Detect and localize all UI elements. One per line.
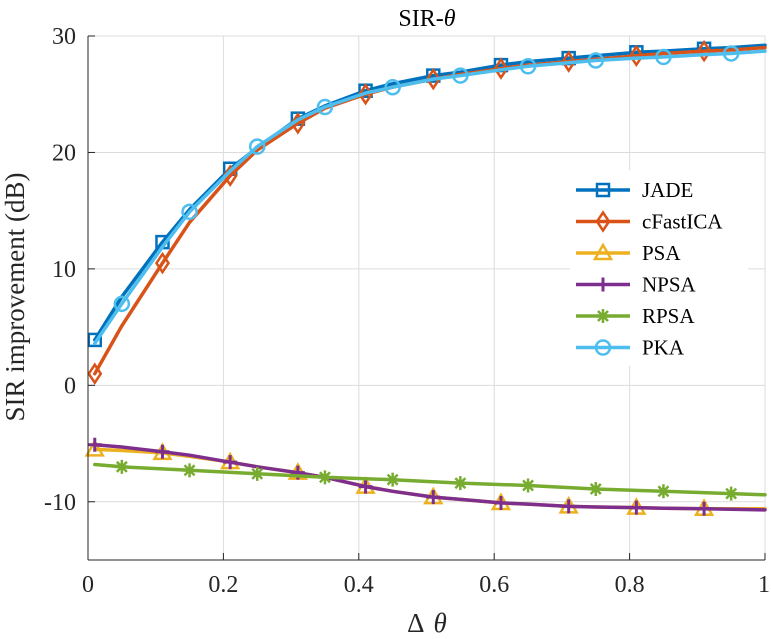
legend-label-pka: PKA xyxy=(642,336,685,360)
y-tick-label: 30 xyxy=(52,24,76,50)
y-tick-label: 0 xyxy=(64,373,76,399)
x-tick-label: 0 xyxy=(82,572,94,598)
legend-marker-cfastica xyxy=(595,210,611,233)
data-point-npsa xyxy=(426,490,441,505)
y-tick-label: -10 xyxy=(44,490,76,516)
legend-label-rpsa: RPSA xyxy=(642,304,695,328)
data-point-rpsa xyxy=(385,472,400,487)
legend-label-jade: JADE xyxy=(642,178,693,202)
data-point-cfastica xyxy=(493,57,509,80)
x-tick-label: 0.6 xyxy=(479,572,509,598)
legend-item-cfastica: cFastICA xyxy=(576,210,723,234)
data-point-cfastica xyxy=(696,39,712,63)
data-point-npsa xyxy=(87,437,102,452)
series-rpsa xyxy=(93,459,767,501)
data-point-npsa xyxy=(629,500,644,515)
legend-marker-pka xyxy=(594,339,612,356)
y-axis-label: SIR improvement (dB) xyxy=(0,173,30,422)
data-point-cfastica xyxy=(290,112,306,135)
legend-label-cfastica: cFastICA xyxy=(642,210,723,234)
data-point-jade xyxy=(87,332,103,348)
y-tick-label: 10 xyxy=(52,257,76,283)
data-point-rpsa xyxy=(521,478,536,493)
legend-item-psa: PSA xyxy=(576,241,681,265)
series-line-pka xyxy=(93,49,767,346)
chart-title-prefix: SIR- xyxy=(398,6,443,32)
legend-items: JADE cFastICA PSA NPSA RPSA PKA xyxy=(576,178,723,360)
x-tick-label: 0.8 xyxy=(615,572,645,598)
data-point-rpsa xyxy=(724,486,739,501)
x-tick-labels: 0 0.2 0.4 0.6 0.8 1 xyxy=(82,572,770,598)
legend-label-psa: PSA xyxy=(642,241,681,265)
data-point-pka xyxy=(316,98,334,116)
data-point-npsa xyxy=(223,455,238,470)
data-point-rpsa xyxy=(114,459,129,474)
chart-title-symbol: θ xyxy=(444,6,456,32)
data-point-pka xyxy=(452,67,469,84)
data-point-psa xyxy=(84,438,105,457)
data-point-rpsa xyxy=(656,484,671,499)
data-point-npsa xyxy=(493,495,508,510)
x-axis-label-symbol: θ xyxy=(434,608,447,638)
legend-item-jade: JADE xyxy=(576,178,693,202)
data-point-rpsa xyxy=(317,470,332,485)
axes xyxy=(87,35,766,561)
data-point-pka xyxy=(655,48,672,66)
x-tick-label: 0.2 xyxy=(208,572,238,598)
x-tick-label: 0.4 xyxy=(344,572,374,598)
data-point-pka xyxy=(384,78,401,96)
data-point-pka xyxy=(519,58,537,75)
data-point-npsa xyxy=(561,499,576,514)
data-point-rpsa xyxy=(182,463,197,478)
data-point-cfastica xyxy=(561,50,577,73)
data-point-npsa xyxy=(697,501,712,516)
legend-marker-psa xyxy=(592,242,614,261)
data-point-rpsa xyxy=(588,481,603,496)
legend-item-rpsa: RPSA xyxy=(576,304,695,328)
data-point-npsa xyxy=(155,444,170,459)
series-npsa xyxy=(87,437,767,516)
series-pka xyxy=(93,45,767,346)
legend-marker-jade xyxy=(595,182,611,198)
data-point-cfastica xyxy=(425,67,441,91)
data-point-npsa xyxy=(358,479,373,494)
legend-marker-rpsa xyxy=(596,309,610,323)
data-point-rpsa xyxy=(453,476,468,491)
data-point-pka xyxy=(249,138,266,155)
data-point-cfastica xyxy=(154,251,170,275)
legend-item-pka: PKA xyxy=(576,336,685,360)
data-point-pka xyxy=(113,295,131,313)
legend-item-npsa: NPSA xyxy=(576,273,697,297)
x-tick-label: 1 xyxy=(758,572,770,598)
data-point-pka xyxy=(181,203,198,221)
legend-marker-npsa xyxy=(596,277,610,292)
y-tick-label: 20 xyxy=(52,140,76,166)
chart-title: SIR-θ xyxy=(398,6,455,32)
legend-box xyxy=(570,170,748,366)
data-point-rpsa xyxy=(250,466,265,481)
x-axis-label-prefix: Δ xyxy=(407,608,424,638)
data-point-pka xyxy=(587,52,604,69)
data-point-cfastica xyxy=(87,362,103,385)
y-tick-labels: -10 0 10 20 30 xyxy=(44,24,76,516)
legend: JADE cFastICA PSA NPSA RPSA PKA xyxy=(570,170,748,366)
grid xyxy=(87,35,766,560)
plot-area xyxy=(84,39,767,517)
series-line-rpsa xyxy=(93,462,767,497)
data-point-cfastica xyxy=(628,44,644,68)
data-point-pka xyxy=(722,45,740,62)
legend-label-npsa: NPSA xyxy=(642,273,697,297)
